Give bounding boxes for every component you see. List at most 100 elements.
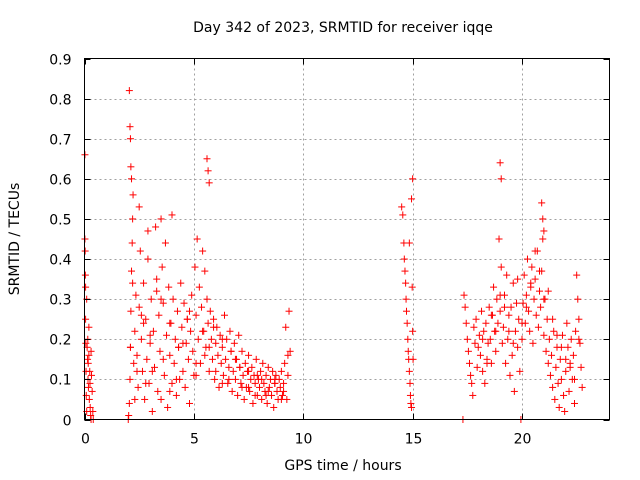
data-point [251,379,259,387]
data-point [157,215,165,223]
data-point [231,355,239,363]
data-point [577,363,585,371]
data-point [230,339,238,347]
data-point [153,287,161,295]
data-point [245,351,253,359]
data-point [406,379,414,387]
data-point [518,319,526,327]
data-point [240,395,248,403]
data-point [225,363,233,371]
data-point [126,343,134,351]
data-point [246,387,254,395]
data-point [530,295,538,303]
data-point [222,355,230,363]
data-point [479,367,487,375]
data-point [129,191,137,199]
data-point [264,387,272,395]
data-point [129,279,137,287]
grid-lines [84,58,610,420]
data-point [189,347,197,355]
data-point [135,203,143,211]
data-point [212,367,220,375]
data-point [520,271,528,279]
data-point [199,247,207,255]
chart-title: Day 342 of 2023, SRMTID for receiver iqq… [193,20,493,36]
data-point [82,315,90,323]
data-point [126,375,134,383]
data-point [216,331,224,339]
data-point [574,295,582,303]
data-point [210,323,218,331]
data-point [263,399,271,407]
data-point [143,355,151,363]
data-point [86,367,94,375]
data-point [175,343,183,351]
data-point [166,387,174,395]
data-point [184,355,192,363]
x-tick-label: 15 [405,432,423,448]
data-point [253,371,261,379]
data-point [509,339,517,347]
data-point [201,267,209,275]
data-point [168,211,176,219]
data-point [179,367,187,375]
y-tick-label: 0.1 [49,373,71,389]
data-point [508,351,516,359]
data-point [471,339,479,347]
data-point [285,307,293,315]
data-point [400,255,408,263]
data-point [171,335,179,343]
data-point [504,335,512,343]
data-point [578,383,586,391]
data-point [218,343,226,351]
y-axis-label: SRMTID / TECUs [7,183,23,296]
data-point [159,355,167,363]
data-point [563,319,571,327]
data-point [523,255,531,263]
data-point [532,311,540,319]
data-point [84,359,92,367]
data-point [501,303,508,311]
data-point [183,315,191,323]
data-point [463,335,471,343]
data-point [203,155,211,163]
data-point [148,407,156,415]
data-point [531,275,539,283]
data-point [237,379,245,387]
data-point [409,355,417,363]
data-point [519,299,527,307]
data-point [499,323,507,331]
data-point [472,315,480,323]
data-point [133,367,141,375]
data-point [280,387,288,395]
data-point [542,347,550,355]
y-tick-label: 0.7 [49,133,71,149]
data-point [575,315,583,323]
data-point [201,351,209,359]
data-point [178,323,186,331]
data-point [460,291,468,299]
data-point [476,351,484,359]
data-point [265,383,273,391]
data-point [234,391,242,399]
data-point [529,339,537,347]
data-point [534,323,542,331]
data-point [401,267,409,275]
data-point [527,279,535,287]
data-point [492,347,500,355]
data-point [218,379,226,387]
data-point [269,367,277,375]
data-point [474,343,482,351]
y-tick-label: 0.8 [49,93,71,109]
data-point [531,247,539,255]
data-point [479,335,487,343]
data-point [516,367,524,375]
data-point [140,279,148,287]
data-point [146,331,154,339]
data-point [163,331,171,339]
data-point [228,387,236,395]
data-point [82,283,90,291]
data-point [277,395,285,403]
data-point [505,311,513,319]
data-point [536,267,543,275]
